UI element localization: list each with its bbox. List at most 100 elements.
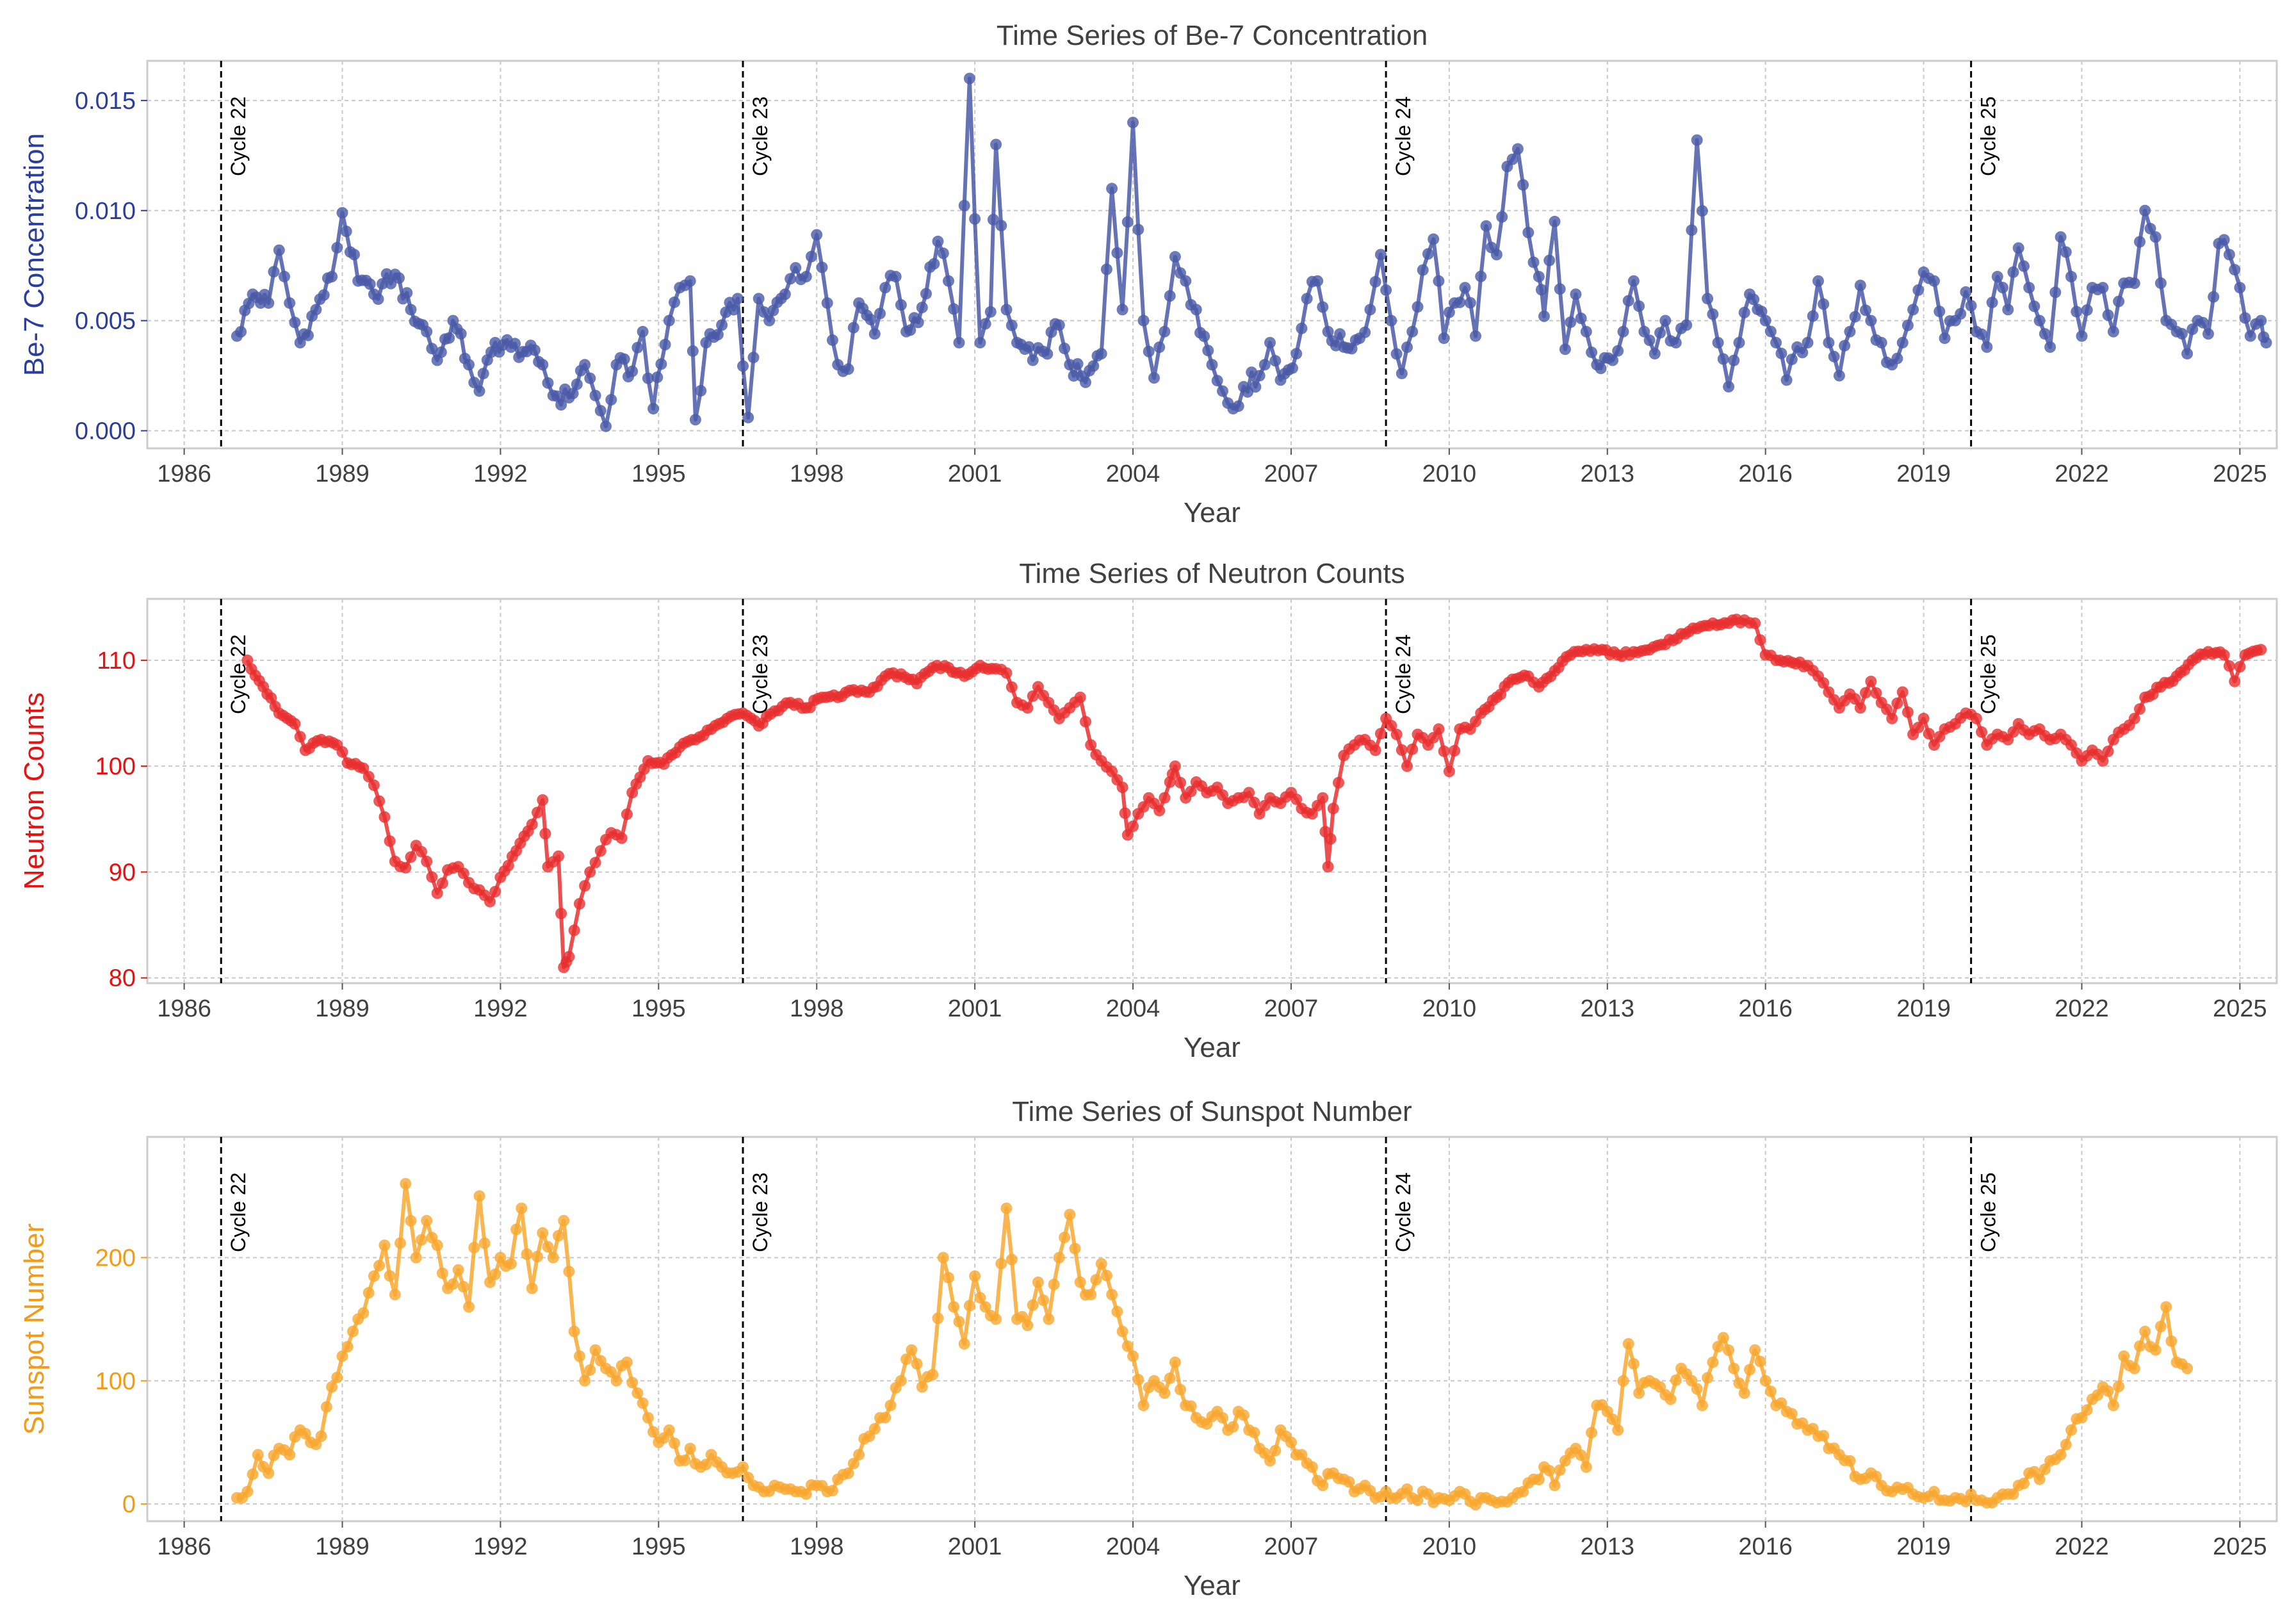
data-point: [368, 1270, 380, 1282]
data-point: [1997, 282, 2008, 293]
data-point: [1064, 1209, 1076, 1221]
x-tick-label: 2010: [1422, 461, 1477, 487]
chart-title: Time Series of Neutron Counts: [1019, 558, 1404, 589]
data-point: [426, 871, 438, 883]
data-point: [1428, 731, 1440, 744]
data-point: [435, 346, 447, 358]
data-point: [1059, 343, 1071, 354]
data-point: [2154, 1320, 2167, 1332]
data-point: [1322, 325, 1334, 338]
data-point: [336, 207, 348, 219]
data-point: [1412, 301, 1424, 313]
data-point: [1849, 693, 1861, 705]
data-point: [747, 352, 760, 364]
data-point: [373, 1260, 386, 1271]
x-tick-label: 2016: [1738, 461, 1793, 487]
cycle-marker-label: Cycle 24: [1392, 635, 1415, 715]
data-point: [1549, 215, 1561, 227]
data-point: [1095, 348, 1107, 360]
data-point: [1217, 385, 1228, 397]
data-point: [1702, 293, 1714, 305]
data-point: [842, 1467, 854, 1479]
data-point: [943, 1271, 954, 1284]
data-point: [1480, 220, 1492, 232]
data-point: [2139, 204, 2151, 216]
data-point: [1333, 777, 1344, 788]
data-point: [642, 372, 654, 384]
data-point: [336, 1350, 348, 1362]
data-point: [1085, 1289, 1097, 1301]
data-point: [553, 1230, 564, 1242]
data-point: [2055, 1449, 2067, 1461]
data-point: [502, 860, 514, 872]
data-point: [573, 898, 585, 910]
data-point: [1844, 1455, 1856, 1467]
data-point: [2176, 328, 2188, 339]
data-point: [1206, 359, 1218, 371]
cycle-marker-label: Cycle 24: [1392, 1173, 1415, 1253]
data-point: [847, 322, 859, 334]
data-point: [452, 1264, 464, 1276]
data-point: [1565, 316, 1577, 329]
data-point: [655, 358, 667, 370]
data-point: [384, 835, 396, 847]
data-point: [1733, 337, 1745, 348]
data-point: [1053, 319, 1065, 331]
data-point: [615, 832, 628, 844]
data-point: [2154, 277, 2167, 290]
data-point: [1253, 370, 1266, 382]
data-point: [584, 1364, 596, 1376]
cycle-marker-label: Cycle 25: [1977, 635, 2000, 715]
data-point: [1106, 1289, 1118, 1301]
data-point: [2081, 304, 2093, 316]
data-point: [1917, 712, 1930, 724]
data-point: [347, 1325, 359, 1337]
data-point: [728, 304, 740, 316]
data-point: [716, 319, 728, 331]
data-point: [904, 324, 916, 336]
data-point: [2023, 282, 2035, 294]
data-point: [1217, 1412, 1228, 1424]
data-point: [1754, 1355, 1766, 1367]
y-axis-label: Sunspot Number: [19, 1223, 50, 1435]
x-tick-label: 2004: [1106, 461, 1160, 487]
data-point: [1912, 721, 1925, 733]
data-point: [1287, 362, 1298, 374]
data-point: [1180, 275, 1192, 287]
data-point: [1248, 1426, 1260, 1439]
data-point: [400, 1178, 412, 1190]
data-point: [1665, 1393, 1677, 1405]
x-tick-label: 2001: [948, 995, 1002, 1022]
data-point: [2234, 282, 2246, 294]
data-point: [1865, 314, 1877, 327]
data-point: [932, 235, 944, 247]
data-point: [1422, 248, 1434, 260]
data-point: [537, 1227, 549, 1239]
data-point: [1818, 298, 1830, 310]
data-point: [1169, 250, 1181, 263]
data-point: [468, 377, 480, 389]
data-point: [2007, 726, 2019, 738]
data-point: [362, 771, 375, 783]
data-point: [2071, 306, 2083, 318]
data-point: [826, 1485, 838, 1497]
data-point: [1976, 328, 1988, 340]
y-tick-label: 80: [109, 965, 136, 992]
data-point: [1269, 1444, 1282, 1457]
data-point: [1095, 1258, 1107, 1270]
data-point: [1334, 328, 1346, 340]
data-point: [1754, 634, 1766, 646]
data-point: [700, 1458, 712, 1471]
data-point: [806, 250, 817, 263]
data-point: [1633, 300, 1645, 312]
data-point: [1211, 375, 1223, 387]
data-point: [2097, 282, 2109, 294]
data-point: [1121, 216, 1134, 228]
data-point: [1839, 339, 1851, 352]
data-point: [457, 867, 469, 879]
data-point: [969, 1270, 981, 1282]
data-point: [1807, 310, 1819, 322]
data-point: [1723, 380, 1735, 393]
data-point: [621, 808, 633, 820]
data-point: [948, 303, 960, 315]
